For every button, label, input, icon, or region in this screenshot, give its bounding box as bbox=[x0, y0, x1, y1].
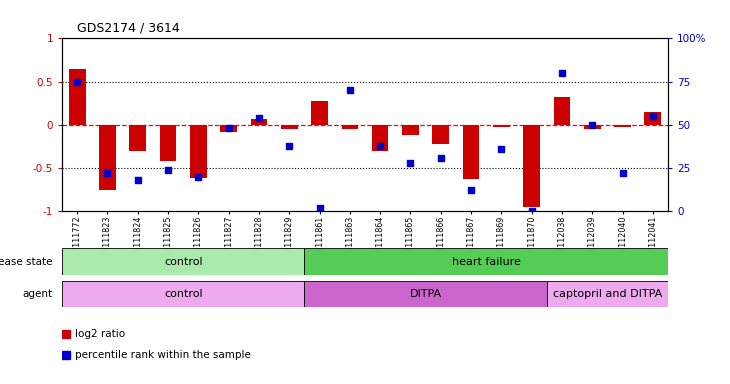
Bar bbox=[523, 125, 540, 207]
Bar bbox=[220, 125, 237, 132]
Text: control: control bbox=[164, 257, 202, 266]
Point bbox=[72, 78, 83, 84]
Point bbox=[404, 160, 416, 166]
Bar bbox=[402, 125, 419, 135]
Point bbox=[101, 170, 113, 176]
Point bbox=[526, 208, 537, 214]
Point bbox=[314, 205, 326, 211]
Bar bbox=[645, 112, 661, 125]
Bar bbox=[432, 125, 449, 144]
Point bbox=[586, 122, 598, 128]
Text: disease state: disease state bbox=[0, 257, 53, 266]
Bar bbox=[553, 97, 570, 125]
Point bbox=[435, 154, 447, 161]
Bar bbox=[250, 119, 267, 125]
Point bbox=[162, 167, 174, 173]
Bar bbox=[62, 248, 304, 275]
Bar bbox=[69, 69, 85, 125]
Bar bbox=[547, 281, 668, 307]
Point bbox=[283, 142, 295, 149]
Text: heart failure: heart failure bbox=[452, 257, 520, 266]
Point bbox=[374, 142, 386, 149]
Bar bbox=[372, 125, 388, 151]
Text: agent: agent bbox=[23, 289, 53, 299]
Point bbox=[647, 113, 658, 119]
Point bbox=[223, 125, 234, 131]
Bar bbox=[129, 125, 146, 151]
Point bbox=[344, 87, 356, 93]
Point bbox=[132, 177, 144, 183]
Bar bbox=[614, 125, 631, 126]
Point bbox=[193, 174, 204, 180]
Text: percentile rank within the sample: percentile rank within the sample bbox=[74, 350, 250, 360]
Bar bbox=[304, 281, 547, 307]
Text: captopril and DITPA: captopril and DITPA bbox=[553, 289, 662, 299]
Text: log2 ratio: log2 ratio bbox=[74, 329, 125, 339]
Bar bbox=[493, 125, 510, 126]
Bar bbox=[342, 125, 358, 129]
Bar bbox=[281, 125, 298, 129]
Text: DITPA: DITPA bbox=[410, 289, 442, 299]
Point bbox=[556, 70, 568, 76]
Bar bbox=[160, 125, 177, 161]
Point bbox=[465, 187, 477, 194]
Point bbox=[253, 115, 265, 121]
Bar bbox=[190, 125, 207, 178]
Bar bbox=[62, 281, 304, 307]
Text: control: control bbox=[164, 289, 202, 299]
Bar bbox=[584, 125, 601, 129]
Bar bbox=[311, 101, 328, 125]
Point bbox=[496, 146, 507, 152]
Bar bbox=[463, 125, 480, 179]
Bar bbox=[99, 125, 116, 190]
Bar bbox=[304, 248, 668, 275]
Point bbox=[617, 170, 629, 176]
Text: GDS2174 / 3614: GDS2174 / 3614 bbox=[77, 21, 180, 34]
